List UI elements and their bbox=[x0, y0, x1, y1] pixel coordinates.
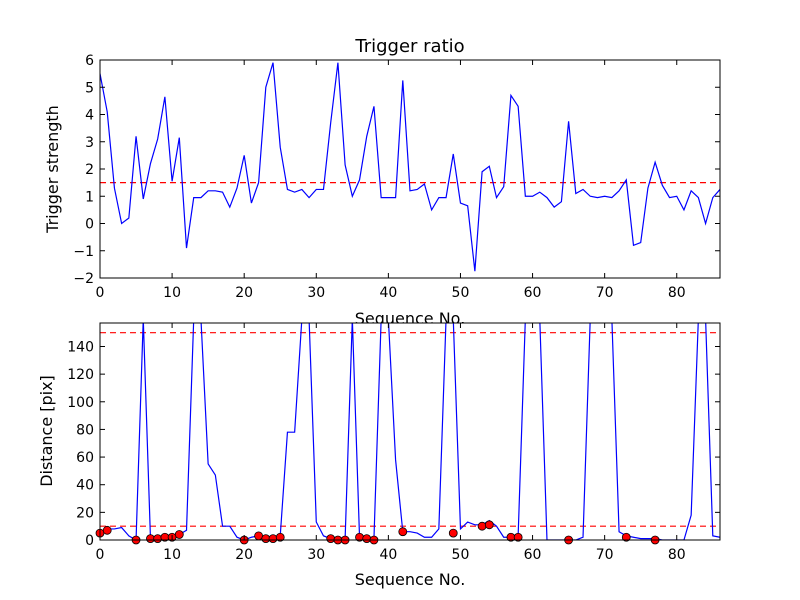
bottom-series-line-0 bbox=[100, 323, 720, 540]
bottom-x-tick-label: 80 bbox=[668, 547, 686, 563]
bottom-y-tick-label: 120 bbox=[67, 367, 94, 383]
bottom-x-tick-label: 10 bbox=[163, 547, 181, 563]
bottom-marker-point bbox=[254, 531, 264, 541]
bottom-x-tick-label: 0 bbox=[96, 547, 105, 563]
bottom-marker-point bbox=[102, 525, 112, 535]
bottom-y-tick-label: 100 bbox=[67, 395, 94, 411]
trigger-ratio-panel: Trigger ratio 0 10 20 30 40 50 60 70 80 −2 −1 0 1 2 3… bbox=[43, 36, 721, 328]
bottom-marker-point bbox=[174, 530, 184, 539]
bottom-marker-point bbox=[326, 534, 336, 544]
bottom-y-axis-label: Distance [pix] bbox=[37, 375, 56, 487]
top-y-tick-label: 5 bbox=[85, 80, 94, 96]
top-y-tick-label: −2 bbox=[73, 271, 94, 287]
bottom-plot-frame bbox=[99, 322, 721, 541]
bottom-marker-point bbox=[261, 534, 271, 544]
top-chart-title: Trigger ratio bbox=[354, 36, 464, 57]
bottom-x-tick-label: 40 bbox=[379, 547, 397, 563]
top-y-tick-label: 2 bbox=[85, 162, 94, 178]
top-plot-background bbox=[100, 60, 720, 278]
bottom-x-axis-label: Sequence No. bbox=[355, 570, 466, 589]
top-x-tick-label: 50 bbox=[452, 285, 470, 301]
top-x-tick-label: 40 bbox=[379, 285, 397, 301]
bottom-marker-point bbox=[621, 532, 631, 542]
bottom-y-tick-label: 140 bbox=[67, 339, 94, 355]
top-y-tick-label: 3 bbox=[85, 135, 94, 151]
distance-panel: 0 10 20 30 40 50 60 70 80 0 20 40 60 80 100 120 140 Seq… bbox=[37, 322, 721, 589]
top-y-axis-label: Trigger strength bbox=[43, 105, 62, 234]
top-x-tick-label: 60 bbox=[524, 285, 542, 301]
bottom-reference-lines bbox=[100, 332, 720, 527]
top-x-ticks: 0 10 20 30 40 50 60 70 80 bbox=[96, 60, 686, 301]
bottom-series-lines bbox=[100, 323, 720, 540]
bottom-x-tick-label: 30 bbox=[307, 547, 325, 563]
bottom-x-tick-label: 50 bbox=[452, 547, 470, 563]
bottom-marker-point bbox=[153, 534, 163, 544]
bottom-y-tick-label: 0 bbox=[85, 533, 94, 549]
top-x-tick-label: 0 bbox=[96, 285, 105, 301]
bottom-x-tick-label: 70 bbox=[596, 547, 614, 563]
top-series-lines bbox=[100, 62, 720, 272]
bottom-marker-point bbox=[513, 532, 523, 542]
bottom-marker-point bbox=[477, 521, 487, 531]
bottom-marker-point bbox=[146, 534, 155, 544]
bottom-marker-point bbox=[275, 532, 285, 542]
bottom-y-tick-label: 80 bbox=[76, 422, 94, 438]
top-x-tick-label: 30 bbox=[307, 285, 325, 301]
bottom-y-tick-label: 20 bbox=[76, 505, 94, 521]
top-x-tick-label: 80 bbox=[668, 285, 686, 301]
top-y-tick-label: 1 bbox=[85, 189, 94, 205]
bottom-y-ticks: 0 20 40 60 80 100 120 140 bbox=[67, 339, 720, 549]
top-x-tick-label: 20 bbox=[235, 285, 253, 301]
bottom-marker-point bbox=[448, 528, 458, 538]
bottom-marker-point bbox=[362, 534, 372, 544]
bottom-marker-point bbox=[268, 534, 278, 544]
top-x-tick-label: 70 bbox=[596, 285, 614, 301]
top-y-tick-label: −1 bbox=[73, 244, 94, 260]
bottom-x-tick-label: 60 bbox=[524, 547, 542, 563]
top-y-tick-label: 6 bbox=[85, 53, 94, 69]
top-y-ticks: −2 −1 0 1 2 3 4 5 6 bbox=[73, 53, 720, 287]
bottom-marker-point bbox=[398, 527, 408, 537]
bottom-x-tick-label: 20 bbox=[235, 547, 253, 563]
bottom-x-ticks: 0 10 20 30 40 50 60 70 80 bbox=[96, 323, 686, 563]
bottom-y-tick-label: 40 bbox=[76, 478, 94, 494]
bottom-marker-point bbox=[484, 520, 494, 530]
bottom-y-tick-label: 60 bbox=[76, 450, 94, 466]
top-y-tick-label: 4 bbox=[85, 108, 94, 124]
top-x-tick-label: 10 bbox=[163, 285, 181, 301]
top-series-line-0 bbox=[100, 62, 720, 272]
top-y-tick-label: 0 bbox=[85, 217, 94, 233]
